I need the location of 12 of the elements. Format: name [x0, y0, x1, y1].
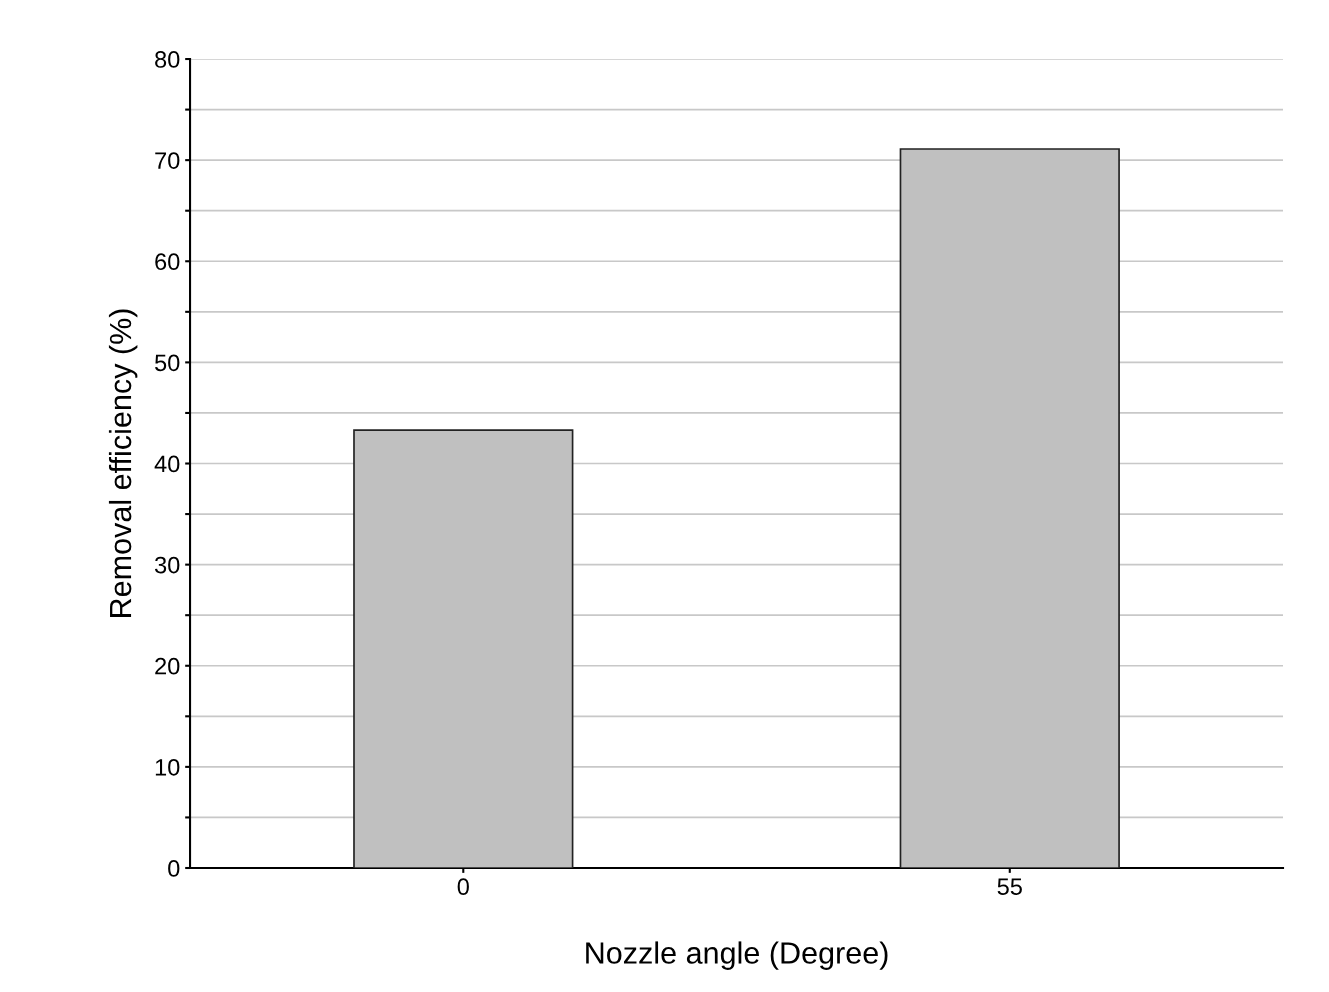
y-tick-label: 30	[154, 556, 180, 574]
y-tick-label: 70	[155, 152, 180, 169]
y-axis-title: Removal efficiency (%)	[108, 309, 138, 617]
y-tick-label: 10	[155, 758, 180, 776]
x-tick-label: 55	[997, 878, 1022, 896]
y-tick-label: 40	[154, 455, 180, 473]
x-axis-title: Nozzle angle (Degree)	[586, 941, 888, 970]
y-tick-label: 60	[155, 253, 180, 271]
y-tick-label: 50	[155, 354, 180, 372]
y-tick-label: 20	[155, 657, 180, 675]
y-tick-label: 0	[168, 860, 180, 877]
y-tick-label: 80	[155, 51, 180, 68]
